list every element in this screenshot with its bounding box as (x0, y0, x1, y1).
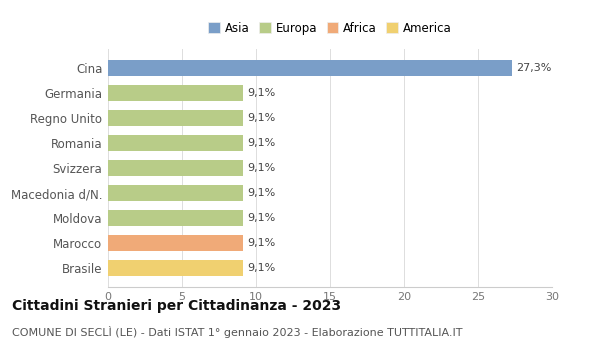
Text: 9,1%: 9,1% (247, 113, 275, 123)
Legend: Asia, Europa, Africa, America: Asia, Europa, Africa, America (206, 19, 454, 37)
Text: 9,1%: 9,1% (247, 188, 275, 198)
Text: 9,1%: 9,1% (247, 213, 275, 223)
Bar (108, 185, 242, 201)
Text: 9,1%: 9,1% (247, 263, 275, 273)
Text: 27,3%: 27,3% (517, 63, 552, 73)
Bar (108, 110, 242, 126)
Text: COMUNE DI SECLÌ (LE) - Dati ISTAT 1° gennaio 2023 - Elaborazione TUTTITALIA.IT: COMUNE DI SECLÌ (LE) - Dati ISTAT 1° gen… (12, 326, 463, 338)
Text: 9,1%: 9,1% (247, 138, 275, 148)
Text: 9,1%: 9,1% (247, 238, 275, 248)
Text: 9,1%: 9,1% (247, 163, 275, 173)
Bar (108, 85, 242, 101)
Text: 9,1%: 9,1% (247, 88, 275, 98)
Bar (108, 260, 242, 276)
Bar (108, 60, 512, 76)
Bar (108, 135, 242, 151)
Bar (108, 235, 242, 251)
Bar (108, 160, 242, 176)
Bar (108, 210, 242, 226)
Text: Cittadini Stranieri per Cittadinanza - 2023: Cittadini Stranieri per Cittadinanza - 2… (12, 299, 341, 313)
